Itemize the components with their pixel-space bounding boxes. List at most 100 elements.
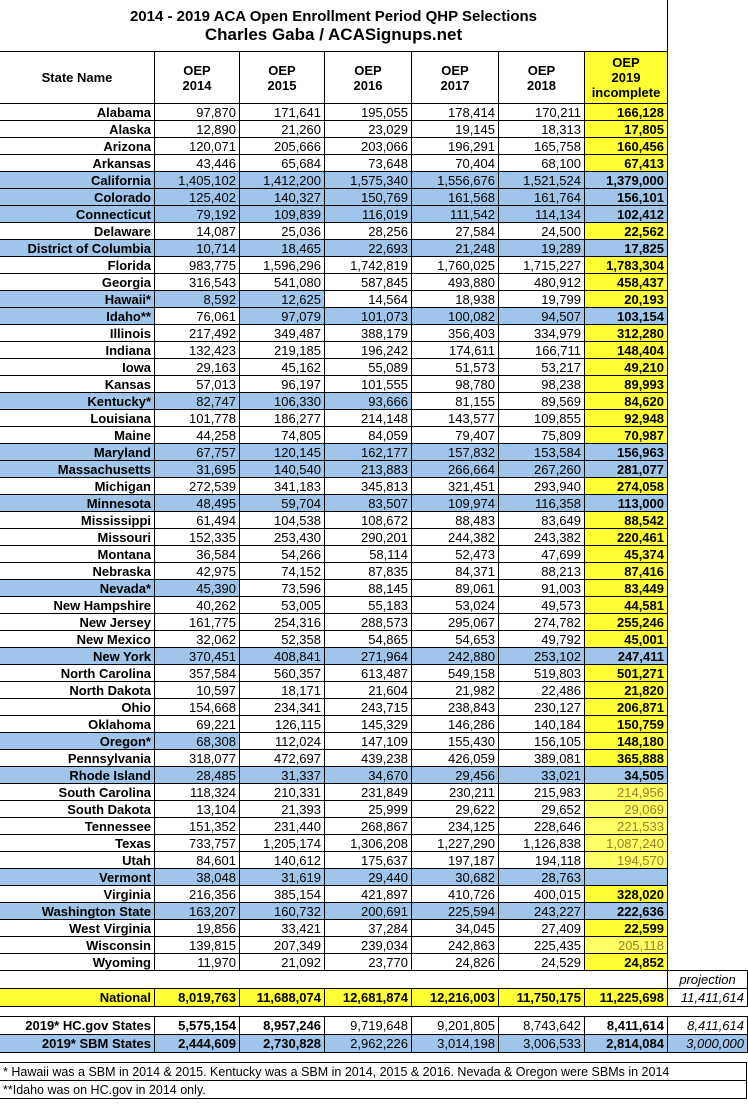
enrollment-cell: 75,809	[498, 426, 585, 444]
state-name: Iowa	[0, 358, 155, 376]
enrollment-cell: 243,382	[498, 528, 585, 546]
enrollment-cell: 139,815	[154, 936, 240, 954]
enrollment-cell: 21,820	[584, 681, 668, 699]
enrollment-cell: 408,841	[239, 647, 325, 665]
header-cell: OEP 2016	[324, 51, 412, 104]
enrollment-cell: 196,291	[411, 137, 499, 155]
enrollment-cell: 458,437	[584, 273, 668, 291]
enrollment-cell: 82,747	[154, 392, 240, 410]
enrollment-cell: 106,330	[239, 392, 325, 410]
enrollment-cell: 17,805	[584, 120, 668, 138]
enrollment-cell: 388,179	[324, 324, 412, 342]
enrollment-cell: 156,101	[584, 188, 668, 206]
state-name: New Jersey	[0, 613, 155, 631]
enrollment-cell: 1,742,819	[324, 256, 412, 274]
enrollment-cell: 113,000	[584, 494, 668, 512]
spacer-cell	[667, 715, 748, 733]
header-line: 2014	[182, 77, 212, 93]
enrollment-cell: 8,592	[154, 290, 240, 308]
enrollment-cell: 1,783,304	[584, 256, 668, 274]
enrollment-cell: 116,358	[498, 494, 585, 512]
enrollment-cell: 12,890	[154, 120, 240, 138]
enrollment-cell: 439,238	[324, 749, 412, 767]
enrollment-cell: 244,382	[411, 528, 499, 546]
spacer-cell	[667, 375, 748, 393]
enrollment-cell: 228,646	[498, 817, 585, 835]
state-name: Rhode Island	[0, 766, 155, 784]
enrollment-cell: 97,870	[154, 103, 240, 121]
enrollment-cell: 34,670	[324, 766, 412, 784]
spacer-cell	[667, 834, 748, 852]
enrollment-cell: 87,416	[584, 562, 668, 580]
enrollment-cell: 38,048	[154, 868, 240, 886]
enrollment-cell: 156,963	[584, 443, 668, 461]
enrollment-cell: 89,569	[498, 392, 585, 410]
enrollment-cell: 20,193	[584, 290, 668, 308]
state-name: Louisiana	[0, 409, 155, 427]
enrollment-cell: 234,125	[411, 817, 499, 835]
total-cell: 8,019,763	[154, 988, 240, 1007]
enrollment-cell: 148,404	[584, 341, 668, 359]
state-name: Colorado	[0, 188, 155, 206]
spacer-cell	[667, 953, 748, 971]
state-name: Florida	[0, 256, 155, 274]
enrollment-cell: 410,726	[411, 885, 499, 903]
enrollment-cell: 328,020	[584, 885, 668, 903]
spacer-cell	[667, 902, 748, 920]
footnote: **Idaho was on HC.gov in 2014 only.	[0, 1080, 747, 1099]
state-name: Ohio	[0, 698, 155, 716]
enrollment-cell: 206,871	[584, 698, 668, 716]
spacer-cell	[667, 919, 748, 937]
enrollment-cell: 225,594	[411, 902, 499, 920]
enrollment-cell: 1,412,200	[239, 171, 325, 189]
enrollment-cell: 480,912	[498, 273, 585, 291]
title-line: Charles Gaba / ACASignups.net	[204, 24, 463, 44]
state-name: District of Columbia	[0, 239, 155, 257]
enrollment-cell: 29,069	[584, 800, 668, 818]
spacer-cell	[667, 120, 748, 138]
enrollment-cell: 96,197	[239, 375, 325, 393]
enrollment-cell: 1,715,227	[498, 256, 585, 274]
enrollment-cell: 239,034	[324, 936, 412, 954]
total-cell: 3,014,198	[411, 1034, 499, 1053]
enrollment-cell: 49,792	[498, 630, 585, 648]
enrollment-cell: 13,104	[154, 800, 240, 818]
state-name: Connecticut	[0, 205, 155, 223]
enrollment-cell: 155,430	[411, 732, 499, 750]
state-name: West Virginia	[0, 919, 155, 937]
state-name: Oregon*	[0, 732, 155, 750]
header-line: OEP	[268, 62, 296, 78]
state-name: Virginia	[0, 885, 155, 903]
header-line: incomplete	[591, 85, 661, 100]
projection-cell: 11,411,614	[667, 988, 748, 1007]
spacer-cell	[667, 426, 748, 444]
enrollment-cell: 89,993	[584, 375, 668, 393]
total-name: 2019* SBM States	[0, 1034, 155, 1053]
spacer-cell	[667, 851, 748, 869]
enrollment-cell: 231,440	[239, 817, 325, 835]
enrollment-cell: 253,430	[239, 528, 325, 546]
header-cell: OEP 2014	[154, 51, 240, 104]
enrollment-cell: 145,329	[324, 715, 412, 733]
spacer-cell	[667, 239, 748, 257]
spacer-cell	[667, 290, 748, 308]
header-cell: OEP 2015	[239, 51, 325, 104]
enrollment-cell: 357,584	[154, 664, 240, 682]
spacer-cell	[667, 936, 748, 954]
enrollment-cell: 1,227,290	[411, 834, 499, 852]
state-name: Vermont	[0, 868, 155, 886]
enrollment-cell: 74,152	[239, 562, 325, 580]
enrollment-cell: 21,248	[411, 239, 499, 257]
enrollment-cell: 65,684	[239, 154, 325, 172]
enrollment-cell: 111,542	[411, 205, 499, 223]
enrollment-cell: 281,077	[584, 460, 668, 478]
enrollment-cell: 271,964	[324, 647, 412, 665]
state-name: Wyoming	[0, 953, 155, 971]
enrollment-cell: 161,764	[498, 188, 585, 206]
enrollment-cell: 98,238	[498, 375, 585, 393]
enrollment-cell: 73,596	[239, 579, 325, 597]
enrollment-cell: 88,542	[584, 511, 668, 529]
total-cell: 5,575,154	[154, 1016, 240, 1035]
enrollment-cell: 345,813	[324, 477, 412, 495]
